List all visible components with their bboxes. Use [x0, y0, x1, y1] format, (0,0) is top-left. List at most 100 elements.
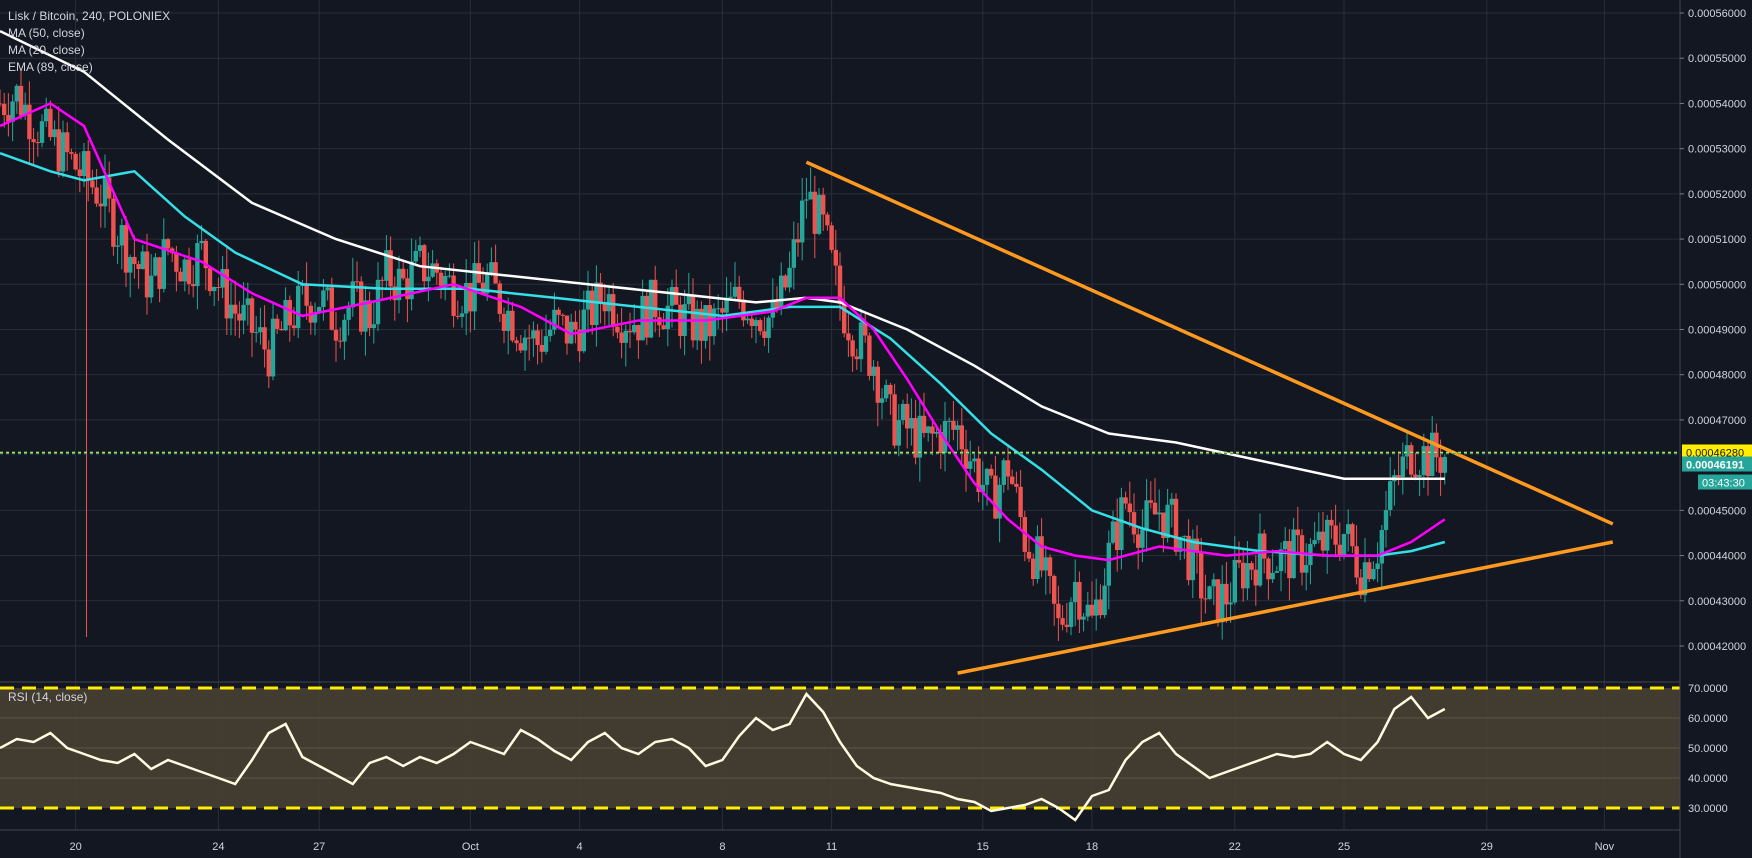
indicator-ma20-label[interactable]: MA (20, close) [8, 43, 85, 57]
candle-body [69, 152, 74, 154]
candle-body [275, 318, 280, 329]
price-tick-label: 0.00052000 [1688, 189, 1746, 201]
candle-body [464, 282, 469, 314]
candle-body [674, 287, 679, 305]
candle-body [207, 268, 213, 292]
candle-body [371, 324, 376, 329]
price-tick-label: 0.00055000 [1688, 53, 1746, 65]
candle-body [930, 426, 935, 434]
candle-body [1148, 500, 1153, 503]
candle-body [342, 319, 347, 342]
candle-body [451, 275, 456, 316]
candle-body [115, 245, 120, 247]
candle-body [892, 394, 897, 446]
candle-body [1186, 535, 1191, 581]
candle-body [896, 420, 901, 446]
candle-body [35, 142, 40, 144]
candle-body [1098, 599, 1103, 616]
candle-body [48, 108, 53, 138]
candle-body [1056, 603, 1061, 619]
current-price-badge [1682, 456, 1752, 472]
candle-body [245, 298, 250, 305]
candle-body [1442, 456, 1447, 473]
price-tick-label: 0.00054000 [1688, 98, 1746, 110]
candle-body [711, 308, 717, 337]
rsi-legend[interactable]: RSI (14, close) [8, 690, 88, 704]
price-tick-label: 0.00048000 [1688, 370, 1746, 382]
candle-body [1325, 519, 1330, 551]
candle-body [1085, 604, 1090, 617]
candle-body [598, 282, 603, 304]
candle-body [1199, 552, 1204, 599]
candle-body [1064, 624, 1069, 627]
candle-body [1266, 558, 1271, 580]
candle-body [947, 420, 952, 422]
candle-body [1043, 557, 1048, 571]
candle-body [984, 468, 990, 485]
candle-body [1304, 565, 1309, 573]
candle-body [766, 317, 771, 338]
candle-body [149, 275, 154, 298]
candle-body [905, 403, 910, 429]
candle-body [1274, 571, 1279, 573]
candle-body [1073, 581, 1078, 603]
candle-body [963, 449, 969, 469]
countdown-label: 03:43:30 [1702, 478, 1745, 490]
candle-body [317, 307, 322, 313]
candle-body [161, 239, 166, 289]
candle-body [1144, 500, 1149, 530]
candle-body [107, 177, 112, 199]
candle-body [422, 245, 427, 282]
candle-body [1220, 583, 1225, 623]
candle-body [888, 384, 893, 395]
candle-body [564, 315, 570, 344]
candle-body [951, 420, 956, 430]
candle-body [1316, 531, 1321, 541]
symbol-title[interactable]: Lisk / Bitcoin, 240, POLONIEX [8, 9, 171, 23]
candle-body [745, 318, 750, 321]
candle-body [1047, 557, 1053, 576]
candle-body [623, 330, 628, 343]
candle-body [56, 129, 61, 172]
candle-body [413, 250, 418, 262]
candle-body [1383, 510, 1389, 530]
candle-body [955, 425, 960, 430]
candle-body [203, 240, 208, 269]
candle-body [354, 281, 360, 283]
candle-body [90, 180, 95, 188]
candle-body [1257, 533, 1263, 586]
candle-body [1119, 497, 1124, 551]
candle-body [81, 151, 87, 177]
candle-body [1367, 562, 1372, 580]
candle-body [363, 300, 368, 332]
candle-body [791, 239, 796, 268]
candle-body [934, 431, 939, 434]
candle-body [1005, 460, 1011, 477]
candle-body [1354, 546, 1359, 578]
candle-body [233, 304, 238, 314]
candle-body [220, 269, 225, 288]
candle-body [266, 349, 271, 377]
candle-body [1388, 481, 1393, 511]
candle-body [1232, 559, 1237, 603]
time-tick-label: 18 [1086, 841, 1098, 853]
time-tick-label: 4 [577, 841, 583, 853]
candle-body [825, 214, 830, 226]
price-tick-label: 0.00051000 [1688, 234, 1746, 246]
candle-body [732, 286, 738, 297]
indicator-ema89-label[interactable]: EMA (89, close) [8, 60, 93, 74]
candle-body [632, 324, 637, 333]
indicator-ma50-label[interactable]: MA (50, close) [8, 26, 85, 40]
candle-body [212, 287, 217, 292]
candle-body [39, 121, 45, 143]
candle-body [493, 262, 498, 284]
candle-body [119, 225, 124, 246]
candle-body [98, 203, 103, 207]
candle-body [1052, 575, 1057, 604]
time-tick-label: 20 [69, 841, 81, 853]
candle-body [615, 326, 620, 333]
candle-body [392, 286, 397, 301]
candle-body [695, 308, 700, 341]
candle-body [10, 101, 15, 122]
